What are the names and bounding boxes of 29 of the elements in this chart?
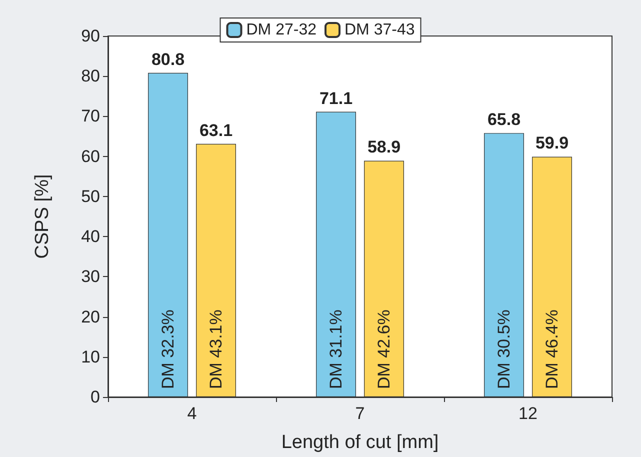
x-tick-label: 7	[355, 404, 365, 423]
y-tick-label: 60	[81, 146, 100, 166]
y-tick-label: 50	[81, 186, 100, 206]
annotation: DM 31.1%	[326, 310, 346, 389]
y-tick-label: 40	[81, 227, 100, 246]
annotation: DM 32.3%	[158, 310, 178, 389]
data-label: 65.8	[487, 110, 521, 130]
data-label: 59.9	[535, 134, 569, 153]
annotation: DM 43.1%	[206, 310, 226, 389]
data-label: 58.9	[367, 138, 401, 157]
y-tick-label: 70	[81, 106, 100, 126]
x-tick-label: 12	[518, 404, 538, 423]
y-axis-title: CSPS [%]	[32, 174, 53, 259]
legend-label: DM 27-32	[246, 22, 317, 38]
y-tick-label: 0	[90, 388, 100, 406]
y-tick-label: 80	[81, 66, 100, 86]
y-tick-label: 10	[81, 347, 100, 366]
data-label: 80.8	[151, 50, 185, 69]
legend-label: DM 37-43	[344, 22, 415, 38]
data-label: 63.1	[199, 120, 233, 140]
y-tick-label: 90	[81, 26, 100, 46]
annotation: DM 46.4%	[542, 310, 562, 389]
y-tick-label: 20	[81, 307, 100, 326]
annotation: DM 42.6%	[374, 310, 394, 389]
y-tick-label: 30	[81, 267, 100, 286]
annotation: DM 30.5%	[494, 310, 514, 389]
data-label: 71.1	[319, 88, 353, 108]
x-tick-label: 4	[187, 404, 197, 423]
x-axis-title: Length of cut [mm]	[281, 432, 439, 453]
